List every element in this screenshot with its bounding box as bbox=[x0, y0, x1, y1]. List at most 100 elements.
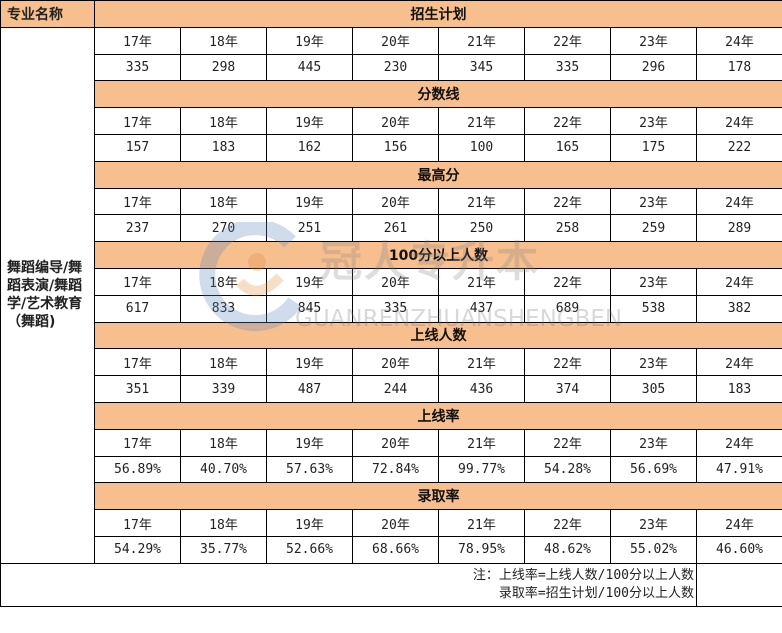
year-cell: 18年 bbox=[180, 348, 267, 377]
year-cell: 19年 bbox=[266, 187, 353, 216]
value-cell: 237 bbox=[94, 214, 181, 243]
value-cell: 68.66% bbox=[352, 535, 439, 564]
value-cell: 436 bbox=[438, 375, 525, 403]
note-line-1: 注：上线率=上线人数/100分以上人数 bbox=[472, 567, 694, 583]
value-cell: 52.66% bbox=[266, 535, 353, 564]
value-cell: 56.69% bbox=[610, 455, 697, 484]
year-cell: 20年 bbox=[352, 267, 439, 296]
value-row: 54.29% 35.77% 52.66% 68.66% 78.95% 48.62% 55.0… bbox=[1, 535, 782, 564]
major-column-header: 专业名称 bbox=[0, 0, 95, 28]
year-cell: 19年 bbox=[266, 26, 353, 55]
year-cell: 17年 bbox=[94, 26, 181, 55]
year-cell: 24年 bbox=[696, 509, 782, 537]
value-cell: 40.70% bbox=[180, 455, 267, 484]
section-title: 招生计划 bbox=[94, 0, 782, 28]
year-cell: 22年 bbox=[524, 107, 611, 135]
year-cell: 22年 bbox=[524, 26, 611, 55]
value-cell: 305 bbox=[610, 375, 697, 403]
value-cell: 35.77% bbox=[180, 535, 267, 564]
value-cell: 48.62% bbox=[524, 535, 611, 564]
section-title: 上线人数 bbox=[94, 321, 782, 350]
section-header-row: 分数线 bbox=[1, 80, 782, 109]
value-row: 617 833 845 335 437 689 538 382 bbox=[1, 294, 782, 323]
year-cell: 19年 bbox=[266, 509, 353, 537]
year-cell: 21年 bbox=[438, 267, 525, 296]
value-cell: 339 bbox=[180, 375, 267, 403]
value-cell: 183 bbox=[180, 133, 267, 162]
value-cell: 156 bbox=[352, 133, 439, 162]
year-cell: 21年 bbox=[438, 26, 525, 55]
year-cell: 21年 bbox=[438, 428, 525, 457]
year-cell: 24年 bbox=[696, 187, 782, 216]
section-header-row: 100分以上人数 bbox=[1, 241, 782, 269]
value-row: 56.89% 40.70% 57.63% 72.84% 99.77% 54.28% 56.6… bbox=[1, 455, 782, 484]
admission-stats-table: 专业名称 招生计划 舞蹈编导/舞蹈表演/舞蹈学/艺术教育（舞蹈) 17年 18年 19年 2… bbox=[0, 0, 782, 607]
value-cell: 617 bbox=[94, 294, 181, 323]
note-cell: 注：上线率=上线人数/100分以上人数 录取率=招生计划/100分以上人数 bbox=[0, 562, 697, 607]
value-row: 351 339 487 244 436 374 305 183 bbox=[1, 375, 782, 403]
year-cell: 24年 bbox=[696, 26, 782, 55]
year-cell: 17年 bbox=[94, 348, 181, 377]
year-cell: 23年 bbox=[610, 428, 697, 457]
year-cell: 17年 bbox=[94, 187, 181, 216]
value-cell: 382 bbox=[696, 294, 782, 323]
value-cell: 374 bbox=[524, 375, 611, 403]
value-cell: 345 bbox=[438, 53, 525, 82]
section-title: 上线率 bbox=[94, 401, 782, 430]
year-cell: 19年 bbox=[266, 348, 353, 377]
year-cell: 18年 bbox=[180, 267, 267, 296]
value-cell: 335 bbox=[524, 53, 611, 82]
year-cell: 20年 bbox=[352, 187, 439, 216]
section-title: 100分以上人数 bbox=[94, 241, 782, 269]
year-cell: 22年 bbox=[524, 267, 611, 296]
year-row: 舞蹈编导/舞蹈表演/舞蹈学/艺术教育（舞蹈) 17年 18年 19年 20年 21年 22年… bbox=[0, 26, 782, 564]
value-cell: 689 bbox=[524, 294, 611, 323]
year-cell: 21年 bbox=[438, 107, 525, 135]
value-cell: 259 bbox=[610, 214, 697, 243]
year-cell: 21年 bbox=[438, 348, 525, 377]
year-row: 17年 18年 19年 20年 21年 22年 23年 24年 bbox=[1, 187, 782, 216]
year-cell: 18年 bbox=[180, 187, 267, 216]
value-cell: 335 bbox=[94, 53, 181, 82]
year-cell: 23年 bbox=[610, 107, 697, 135]
value-cell: 230 bbox=[352, 53, 439, 82]
year-cell: 22年 bbox=[524, 187, 611, 216]
year-cell: 19年 bbox=[266, 267, 353, 296]
value-cell: 437 bbox=[438, 294, 525, 323]
year-cell: 18年 bbox=[180, 107, 267, 135]
value-cell: 57.63% bbox=[266, 455, 353, 484]
value-cell: 351 bbox=[94, 375, 181, 403]
year-cell: 23年 bbox=[610, 509, 697, 537]
year-cell: 24年 bbox=[696, 428, 782, 457]
year-row: 17年 18年 19年 20年 21年 22年 23年 24年 bbox=[1, 267, 782, 296]
value-cell: 157 bbox=[94, 133, 181, 162]
value-cell: 56.89% bbox=[94, 455, 181, 484]
year-row: 17年 18年 19年 20年 21年 22年 23年 24年 bbox=[1, 107, 782, 135]
year-cell: 23年 bbox=[610, 26, 697, 55]
year-cell: 20年 bbox=[352, 428, 439, 457]
year-cell: 17年 bbox=[94, 509, 181, 537]
value-cell: 78.95% bbox=[438, 535, 525, 564]
value-cell: 46.60% bbox=[696, 535, 782, 564]
year-cell: 18年 bbox=[180, 428, 267, 457]
header-row: 专业名称 招生计划 bbox=[0, 0, 782, 28]
section-header-row: 上线率 bbox=[1, 401, 782, 430]
value-cell: 72.84% bbox=[352, 455, 439, 484]
value-cell: 55.02% bbox=[610, 535, 697, 564]
year-cell: 20年 bbox=[352, 348, 439, 377]
value-row: 335 298 445 230 345 335 296 178 bbox=[1, 53, 782, 82]
value-cell: 845 bbox=[266, 294, 353, 323]
major-name-cell: 舞蹈编导/舞蹈表演/舞蹈学/艺术教育（舞蹈) bbox=[0, 26, 95, 564]
value-cell: 289 bbox=[696, 214, 782, 243]
value-cell: 261 bbox=[352, 214, 439, 243]
year-cell: 17年 bbox=[94, 428, 181, 457]
value-cell: 296 bbox=[610, 53, 697, 82]
value-cell: 538 bbox=[610, 294, 697, 323]
section-title: 分数线 bbox=[94, 80, 782, 109]
note-row: 注：上线率=上线人数/100分以上人数 录取率=招生计划/100分以上人数 bbox=[0, 562, 782, 607]
value-cell: 445 bbox=[266, 53, 353, 82]
year-cell: 19年 bbox=[266, 428, 353, 457]
year-row: 17年 18年 19年 20年 21年 22年 23年 24年 bbox=[1, 348, 782, 377]
value-cell: 54.29% bbox=[94, 535, 181, 564]
year-cell: 23年 bbox=[610, 348, 697, 377]
